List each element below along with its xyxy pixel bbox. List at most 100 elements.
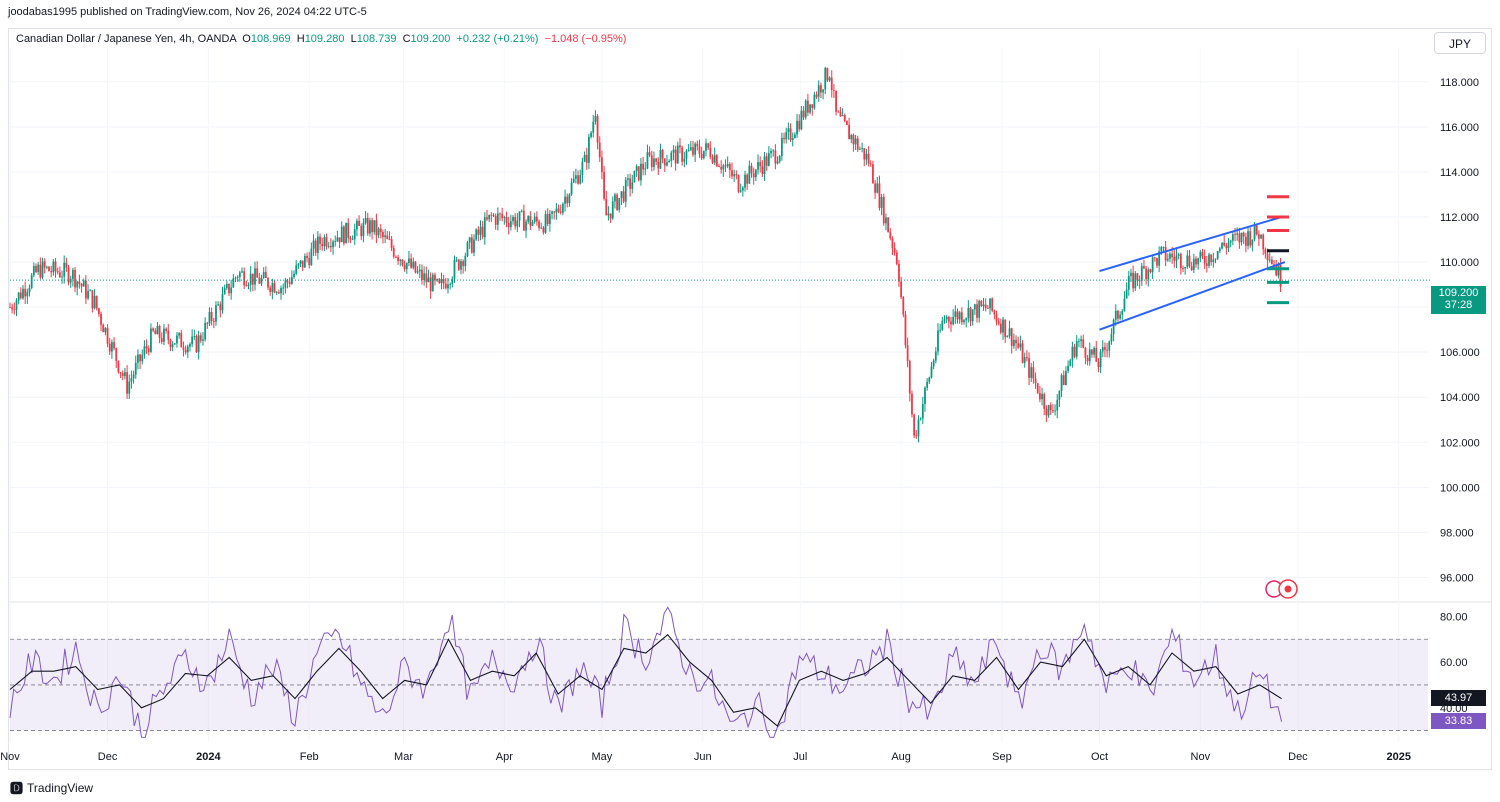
- candle-body: [900, 281, 903, 298]
- candle-body: [1043, 393, 1046, 409]
- candle-body: [772, 150, 775, 152]
- candle-body: [69, 278, 72, 283]
- candle-body: [741, 187, 744, 191]
- candle-body: [765, 156, 768, 166]
- candle-body: [913, 414, 916, 436]
- candle-body: [204, 322, 207, 340]
- candle-body: [210, 312, 213, 322]
- candle-body: [1251, 239, 1254, 246]
- candle-body: [928, 377, 931, 382]
- candle-body: [941, 320, 944, 330]
- candle-body: [954, 311, 957, 317]
- candle-body: [963, 320, 965, 323]
- candle-body: [843, 115, 846, 121]
- candle-body: [1127, 275, 1130, 290]
- candle-body: [748, 165, 751, 184]
- candle-body: [373, 220, 376, 233]
- candle-body: [754, 169, 757, 178]
- candle-body: [926, 381, 929, 388]
- candle-body: [447, 284, 449, 289]
- candle-body: [798, 120, 801, 130]
- close-label: C: [402, 33, 411, 45]
- low-label: L: [350, 33, 357, 45]
- candle-body: [438, 279, 441, 283]
- candle-body: [976, 304, 978, 318]
- candle-body: [84, 280, 87, 299]
- candle-body: [1268, 259, 1271, 261]
- candle-body: [1143, 266, 1145, 269]
- candle-body: [280, 287, 282, 294]
- candle-body: [293, 273, 295, 278]
- candle-body: [332, 241, 334, 248]
- candle-body: [952, 316, 955, 325]
- candle-body: [492, 215, 495, 217]
- candle-body: [670, 152, 673, 161]
- candle-body: [763, 156, 766, 174]
- candle-body: [1006, 336, 1009, 338]
- candle-body: [225, 283, 228, 289]
- candle-body: [813, 94, 816, 108]
- candle-body: [1201, 252, 1204, 257]
- candle-body: [1216, 251, 1219, 259]
- candle-body: [403, 265, 406, 270]
- candle-body: [43, 261, 46, 268]
- rsi-tick-label: 80.00: [1440, 611, 1468, 623]
- candle-body: [865, 153, 868, 160]
- tradingview-brand[interactable]: 🅳 TradingView: [10, 778, 93, 797]
- candle-body: [640, 163, 642, 181]
- candle-body: [167, 330, 170, 340]
- candle-body: [793, 134, 796, 139]
- candle-body: [1119, 314, 1122, 319]
- candle-body: [1034, 378, 1037, 384]
- candle-body: [323, 237, 326, 247]
- candle-body: [351, 239, 354, 241]
- candle-body: [141, 354, 144, 362]
- candle-body: [1262, 234, 1265, 250]
- candle-body: [689, 147, 692, 150]
- candle-body: [1028, 358, 1030, 378]
- candle-body: [262, 271, 265, 278]
- candle-body: [965, 318, 968, 321]
- candle-body: [1056, 399, 1059, 411]
- candle-body: [386, 235, 389, 240]
- candle-body: [973, 304, 976, 310]
- candle-body: [947, 316, 950, 322]
- close-value: 109.200: [410, 33, 451, 45]
- candle-body: [603, 172, 605, 199]
- candle-body: [89, 290, 92, 292]
- candle-body: [726, 163, 729, 167]
- candle-body: [310, 248, 313, 266]
- candle-body: [277, 292, 280, 294]
- candle-body: [1244, 236, 1247, 246]
- candle-body: [895, 252, 898, 264]
- candle-body: [1184, 266, 1187, 269]
- candle-body: [1060, 375, 1063, 391]
- candle-body: [1247, 231, 1249, 246]
- extra-change-value: −1.048 (−0.95%): [544, 33, 627, 45]
- candle-body: [390, 239, 393, 249]
- candle-body: [503, 217, 506, 219]
- candle-body: [828, 77, 831, 81]
- currency-button[interactable]: JPY: [1434, 32, 1486, 54]
- candle-body: [1117, 310, 1119, 319]
- tradingview-logo-icon: 🅳: [10, 781, 24, 796]
- open-value: 108.969: [250, 33, 291, 45]
- candle-body: [514, 217, 517, 227]
- candle-body: [505, 217, 508, 223]
- candle-body: [56, 271, 59, 273]
- candle-body: [1069, 360, 1072, 366]
- candle-body: [338, 237, 341, 243]
- candle-body: [418, 269, 421, 272]
- candle-body: [28, 287, 31, 293]
- candle-body: [271, 282, 274, 292]
- candle-body: [288, 282, 291, 284]
- candle-body: [425, 273, 428, 283]
- candle-body: [145, 346, 148, 349]
- candle-body: [282, 287, 285, 289]
- price-tick-label: 116.000: [1440, 122, 1479, 134]
- candle-body: [702, 150, 705, 159]
- time-tick-label: 2024: [196, 751, 221, 763]
- candle-body: [189, 344, 191, 347]
- candle-body: [17, 292, 20, 301]
